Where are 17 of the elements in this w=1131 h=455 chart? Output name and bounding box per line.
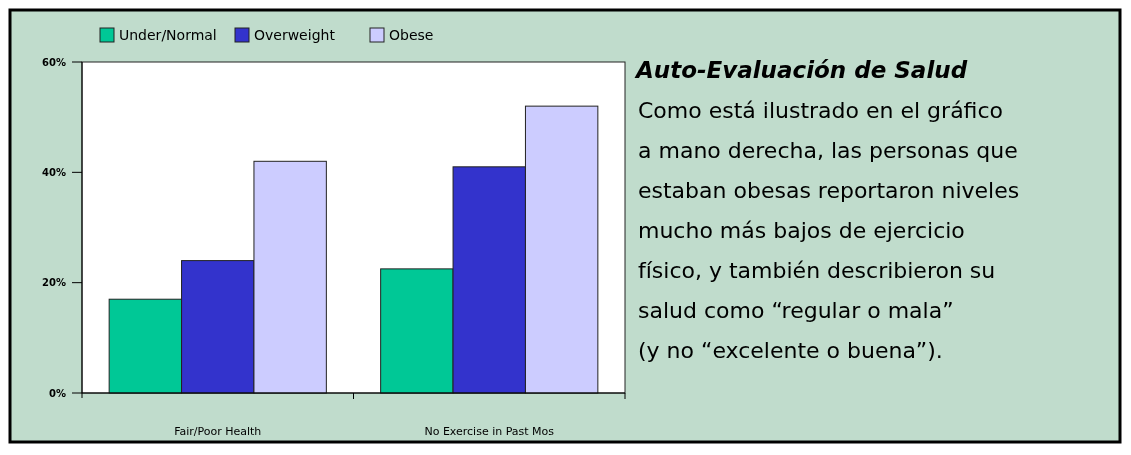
text: Como está ilustrado en el gráfico	[638, 98, 1004, 123]
legend-label: Obese	[389, 26, 434, 43]
text: salud como “regular o mala”	[638, 298, 954, 323]
text: físico, y también describieron su	[638, 258, 996, 283]
x-tick-label: Fair/Poor Health	[174, 425, 262, 438]
y-tick-label: 40%	[42, 166, 66, 178]
legend-label: Under/Normal	[119, 26, 217, 43]
text: a mano derecha, las personas que	[638, 138, 1018, 163]
text: Auto-Evaluación de Salud	[634, 57, 968, 83]
text: estaban obesas reportaron niveles	[638, 178, 1020, 203]
legend-label: Overweight	[254, 26, 336, 43]
x-tick-label: No Exercise in Past Mos	[424, 425, 555, 438]
text: (y no “excelente o buena”).	[638, 338, 943, 363]
y-tick-label: 20%	[42, 277, 66, 289]
y-tick-label: 0%	[49, 387, 66, 399]
text: mucho más bajos de ejercicio	[638, 218, 965, 243]
y-tick-label: 60%	[42, 56, 66, 68]
